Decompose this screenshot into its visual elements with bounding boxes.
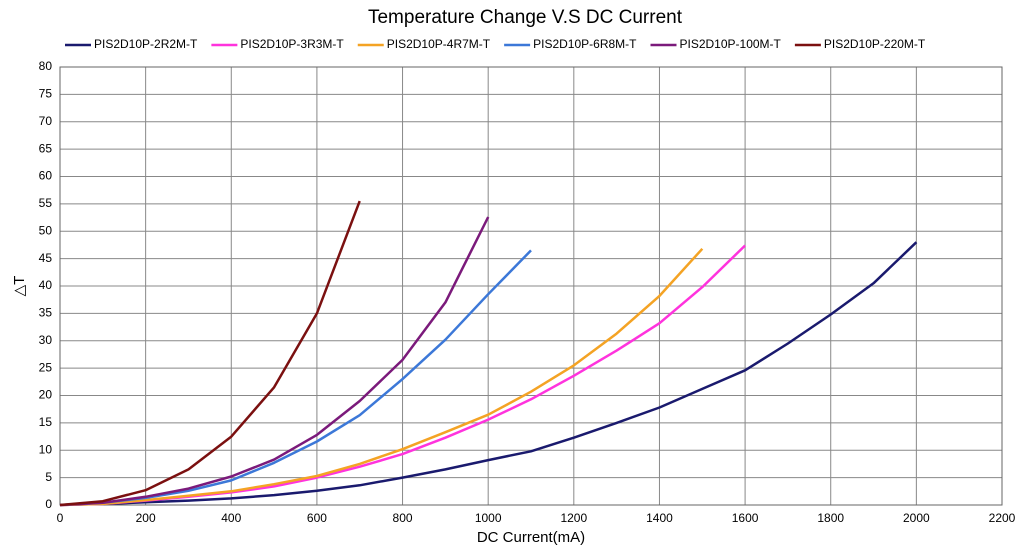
- legend-label: PIS2D10P-2R2M-T: [94, 37, 198, 51]
- series-line: [59, 241, 918, 507]
- y-tick-label: 10: [39, 442, 53, 456]
- x-tick-label: 1400: [646, 511, 673, 525]
- y-tick-label: 60: [39, 169, 53, 183]
- legend-label: PIS2D10P-100M-T: [680, 37, 782, 51]
- y-tick-label: 40: [39, 278, 53, 292]
- x-tick-label: 400: [221, 511, 241, 525]
- x-tick-label: 2000: [903, 511, 930, 525]
- y-tick-label: 35: [39, 306, 53, 320]
- plot-frame: [59, 66, 1003, 506]
- y-tick-label: 45: [39, 251, 53, 265]
- y-axis-label: △T: [11, 276, 28, 297]
- y-tick-label: 15: [39, 415, 53, 429]
- y-tick-label: 55: [39, 196, 53, 210]
- y-tick-label: 0: [45, 497, 52, 511]
- legend-label: PIS2D10P-6R8M-T: [533, 37, 637, 51]
- y-tick-label: 20: [39, 388, 53, 402]
- x-tick-label: 200: [136, 511, 156, 525]
- series-line: [59, 200, 361, 507]
- y-tick-label: 30: [39, 333, 53, 347]
- x-tick-label: 1000: [475, 511, 502, 525]
- x-axis-label: DC Current(mA): [477, 529, 585, 546]
- x-tick-label: 1600: [732, 511, 759, 525]
- series-line: [59, 247, 704, 507]
- legend-label: PIS2D10P-4R7M-T: [387, 37, 491, 51]
- series-line: [59, 216, 490, 507]
- legend-label: PIS2D10P-3R3M-T: [240, 37, 344, 51]
- y-tick-label: 80: [39, 59, 53, 73]
- y-tick-label: 70: [39, 114, 53, 128]
- chart-title: Temperature Change V.S DC Current: [368, 7, 683, 28]
- y-tick-label: 75: [39, 87, 53, 101]
- y-tick-label: 50: [39, 223, 53, 237]
- x-tick-label: 0: [57, 511, 64, 525]
- y-tick-label: 5: [45, 470, 52, 484]
- legend-label: PIS2D10P-220M-T: [824, 37, 926, 51]
- x-tick-label: 600: [307, 511, 327, 525]
- x-tick-label: 800: [393, 511, 413, 525]
- x-tick-label: 2200: [989, 511, 1016, 525]
- y-tick-label: 25: [39, 360, 53, 374]
- x-tick-label: 1200: [560, 511, 587, 525]
- x-tick-label: 1800: [817, 511, 844, 525]
- y-tick-label: 65: [39, 141, 53, 155]
